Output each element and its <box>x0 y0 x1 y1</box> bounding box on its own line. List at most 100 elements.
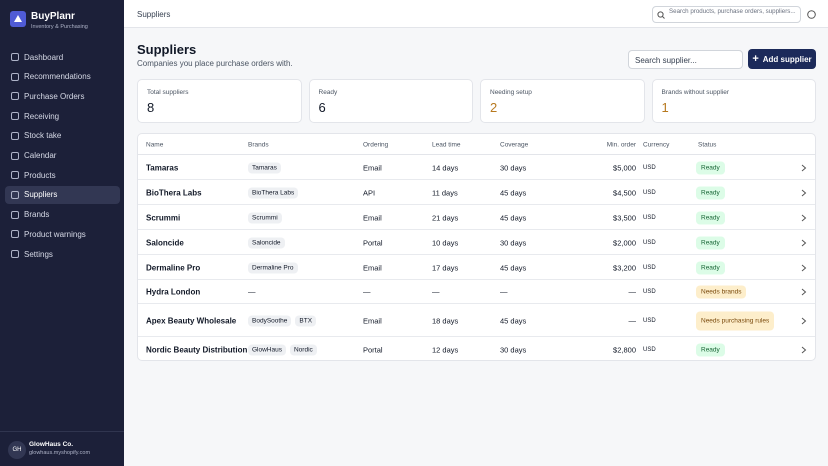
brand-pill: Dermaline Pro <box>248 262 298 273</box>
cell-min-order: $5,000 <box>613 163 636 172</box>
nav-item[interactable]: Suppliers <box>5 185 120 204</box>
status-badge: Ready <box>696 211 725 224</box>
nav-item[interactable]: Product warnings <box>5 225 120 243</box>
nav-label: Settings <box>24 249 53 259</box>
account-name: GlowHaus Co. <box>29 441 74 448</box>
supplier-search[interactable]: Search supplier... <box>628 50 743 69</box>
global-search-placeholder: Search products, purchase orders, suppli… <box>669 8 796 15</box>
add-supplier-label: Add supplier <box>762 54 812 64</box>
sidebar: BuyPlanr Inventory & Purchasing GH GlowH… <box>0 0 124 466</box>
cell-ordering: API <box>363 188 376 197</box>
status-badge: Ready <box>696 236 725 249</box>
status-badge: Needs brands <box>696 285 747 299</box>
cell-name: Apex Beauty Wholesale <box>146 316 237 325</box>
cell-currency: USD <box>643 239 656 246</box>
cell-coverage: — <box>500 287 508 297</box>
stat-value: 8 <box>147 100 155 115</box>
table-row[interactable]: Saloncide Saloncide Portal 10 days 30 days $2… <box>138 230 815 255</box>
cell-name: Scrummi <box>146 213 181 222</box>
global-search[interactable]: Search products, purchase orders, suppli… <box>652 6 801 23</box>
brand-pill: BTX <box>295 315 317 326</box>
nav-icon <box>11 131 19 140</box>
search-icon <box>657 11 665 19</box>
cell-name: Saloncide <box>146 238 184 247</box>
cell-lead-time: 18 days <box>432 316 459 325</box>
table-row[interactable]: BioThera Labs BioThera Labs API 11 days 45 d… <box>138 180 815 205</box>
nav-item[interactable]: Brands <box>5 206 120 224</box>
brand-pill: BodySoothe <box>248 315 292 326</box>
page-title: Suppliers <box>137 42 197 57</box>
row-chevron <box>801 164 807 171</box>
table-row[interactable]: Apex Beauty Wholesale BodySoothe BTX Email 1… <box>138 304 815 337</box>
app-name: BuyPlanr <box>31 11 75 22</box>
brand-list: BioThera Labs <box>248 187 302 198</box>
nav-item[interactable]: Dashboard <box>5 48 120 66</box>
add-supplier-button[interactable]: + Add supplier <box>748 49 816 69</box>
row-chevron <box>801 189 807 196</box>
cell-currency: USD <box>643 164 656 171</box>
cell-lead-time: 14 days <box>432 163 459 172</box>
nav-label: Dashboard <box>24 52 64 62</box>
cell-lead-time: 17 days <box>432 263 459 272</box>
brand-list: Scrummi <box>248 212 286 223</box>
cell-min-order: $2,000 <box>613 238 636 247</box>
nav-item[interactable]: Recommendations <box>5 68 120 86</box>
nav-icon <box>11 72 19 81</box>
cell-name: Dermaline Pro <box>146 263 201 272</box>
status-badge: Ready <box>696 343 725 356</box>
nav-icon <box>11 151 19 160</box>
table-row[interactable]: Scrummi Scrummi Email 21 days 45 days $3,500 U… <box>138 205 815 230</box>
nav-item[interactable]: Products <box>5 166 120 184</box>
brand-list: Saloncide <box>248 237 289 248</box>
cell-coverage: 45 days <box>500 213 527 222</box>
nav-item[interactable]: Calendar <box>5 147 120 165</box>
nav-label: Receiving <box>24 111 60 121</box>
cell-currency: USD <box>643 317 656 324</box>
nav-icon <box>11 210 19 219</box>
cell-currency: USD <box>643 346 656 353</box>
nav-icon <box>11 92 19 101</box>
nav-label: Product warnings <box>24 229 86 239</box>
nav-label: Stock take <box>24 131 62 141</box>
nav-item[interactable]: Purchase Orders <box>5 87 120 105</box>
account-domain: glowhaus.myshopify.com <box>29 450 91 456</box>
cell-ordering: — <box>363 287 371 297</box>
cell-coverage: 30 days <box>500 345 527 354</box>
table-row[interactable]: Hydra London — — — — — USD Needs brands <box>138 280 815 304</box>
cell-min-order: $2,800 <box>613 345 636 354</box>
cell-name: Hydra London <box>146 287 201 297</box>
table-row[interactable]: Dermaline Pro Dermaline Pro Email 17 days 45… <box>138 255 815 280</box>
logo <box>10 11 26 27</box>
cell-lead-time: 11 days <box>432 188 458 197</box>
stat-label: Total suppliers <box>147 89 189 96</box>
nav-label: Calendar <box>24 151 57 160</box>
stat-label: Brands without supplier <box>661 89 730 96</box>
cell-ordering: Portal <box>363 238 383 247</box>
column-header: Min. order <box>606 141 636 149</box>
help-icon[interactable] <box>807 10 816 19</box>
app-tagline: Inventory & Purchasing <box>31 24 88 30</box>
nav-item[interactable]: Settings <box>5 245 120 263</box>
column-header: Status <box>698 141 717 149</box>
table-header: Name Brands Ordering Lead time Coverage Min. … <box>138 134 815 155</box>
cell-name: Tamaras <box>146 163 179 172</box>
cell-min-order: — <box>628 316 637 325</box>
nav-label: Brands <box>24 210 50 220</box>
cell-min-order: — <box>628 287 637 297</box>
stat-value: 2 <box>490 100 498 115</box>
nav-icon <box>11 190 19 199</box>
cell-name: BioThera Labs <box>146 188 202 197</box>
nav-item[interactable]: Stock take <box>5 127 120 145</box>
table-row[interactable]: Nordic Beauty Distribution GlowHaus Nordic… <box>138 337 815 360</box>
brand-list: BodySoothe BTX <box>248 315 320 326</box>
cell-ordering: Portal <box>363 345 383 354</box>
nav-label: Suppliers <box>24 190 58 200</box>
nav-item[interactable]: Receiving <box>5 107 120 125</box>
nav-icon <box>11 230 19 239</box>
brand-list: — <box>248 288 256 297</box>
status-badge: Ready <box>696 186 725 199</box>
row-chevron <box>801 264 807 271</box>
table-row[interactable]: Tamaras Tamaras Email 14 days 30 days $5,000 U… <box>138 155 815 180</box>
nav-icon <box>11 112 19 121</box>
